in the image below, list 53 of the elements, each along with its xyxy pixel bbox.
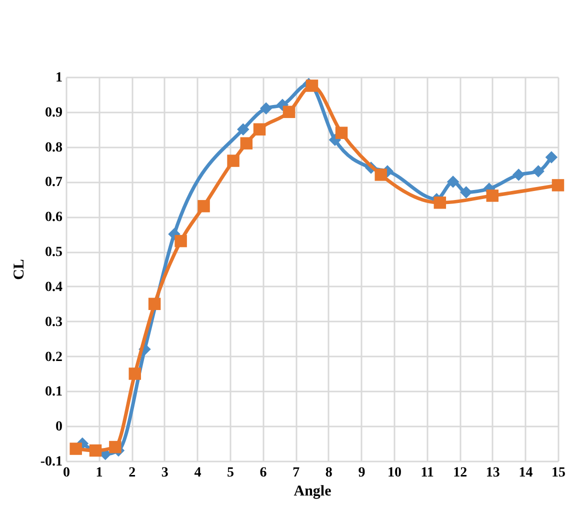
y-tick-label: 0.8 (45, 140, 62, 156)
point (486, 190, 499, 202)
point (374, 168, 388, 181)
y-tick-label: 0 (56, 420, 62, 435)
point (253, 123, 266, 136)
x-tick-label: 7 (292, 466, 300, 480)
point (70, 442, 82, 455)
point (198, 200, 210, 212)
point (236, 123, 250, 136)
point (240, 137, 253, 150)
point (174, 234, 187, 248)
point (109, 440, 122, 454)
x-tick-label: 11 (420, 466, 434, 480)
point (460, 186, 472, 198)
point (306, 80, 318, 92)
y-tick-label: -0.1 (40, 454, 62, 470)
y-tick-label: 0.5 (45, 245, 62, 260)
point (128, 368, 142, 380)
y-tick-label: 0.6 (45, 210, 62, 226)
x-tick-label: 10 (388, 466, 402, 480)
point (552, 179, 564, 192)
y-axis-title: CL (11, 259, 28, 280)
y-tick-label: 0.3 (45, 314, 62, 330)
point (227, 154, 240, 167)
point (434, 196, 446, 209)
x-tick-label: 8 (325, 466, 332, 480)
point (532, 165, 544, 178)
point (89, 444, 102, 457)
y-tick-label: 1 (56, 70, 62, 86)
point (512, 168, 525, 181)
x-tick-label: 5 (227, 466, 234, 480)
x-tick-label: 3 (161, 466, 168, 480)
x-tick-label: 15 (552, 466, 566, 480)
point (545, 151, 558, 164)
x-tick-label: 2 (128, 466, 136, 480)
y-tick-label: 0.9 (45, 105, 62, 120)
point (446, 176, 460, 188)
x-tick-label: 14 (518, 466, 533, 480)
x-tick-label: 4 (194, 466, 202, 480)
point (335, 126, 348, 139)
y-tick-label: 0.1 (45, 384, 62, 400)
point (148, 298, 161, 310)
x-tick-label: 6 (260, 466, 267, 480)
x-tick-label: 12 (453, 466, 468, 480)
y-tick-label: 0.2 (45, 350, 62, 365)
point (260, 102, 272, 115)
x-tick-label: 13 (486, 466, 500, 480)
y-tick-label: 0.4 (45, 280, 62, 295)
x-axis-title: Angle (294, 484, 332, 500)
y-tick-label: 0.7 (45, 175, 62, 190)
point (282, 106, 296, 118)
x-tick-label: 1 (96, 466, 103, 480)
x-tick-label: 9 (358, 466, 366, 480)
